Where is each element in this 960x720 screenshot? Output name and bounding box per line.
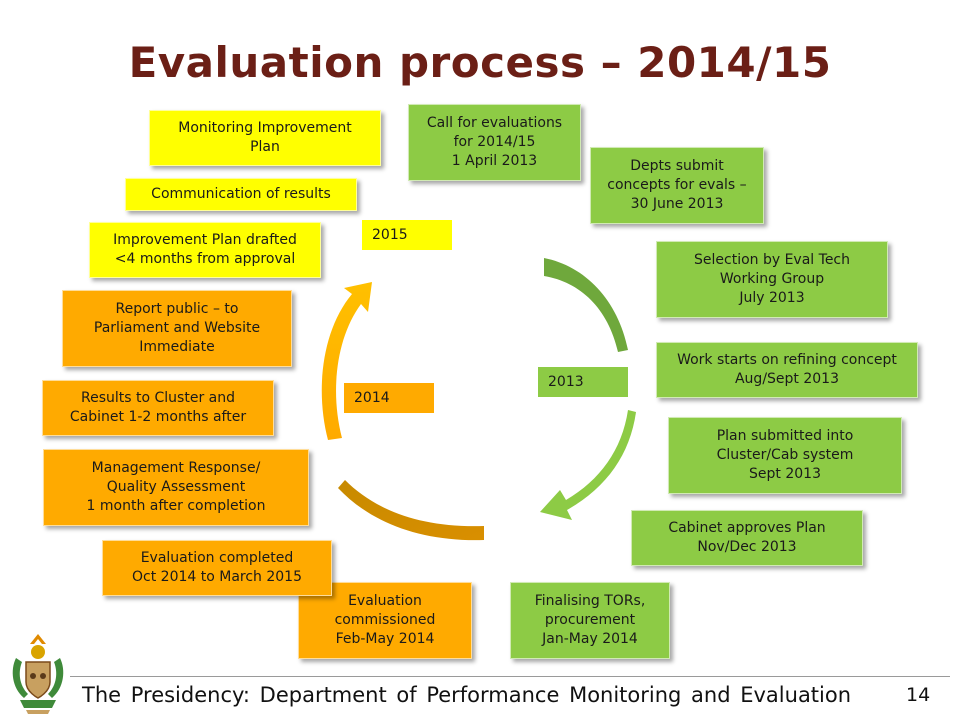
step-management-response: Management Response/ Quality Assessment … [43, 449, 309, 526]
step-evaluation-completed: Evaluation completed Oct 2014 to March 2… [102, 540, 332, 596]
step-evaluation-commissioned: Evaluation commissioned Feb-May 2014 [298, 582, 472, 659]
step-cabinet-approves: Cabinet approves Plan Nov/Dec 2013 [631, 510, 863, 566]
step-plan-submitted: Plan submitted into Cluster/Cab system S… [668, 417, 902, 494]
coat-of-arms-icon [12, 634, 64, 714]
step-call-for-evaluations: Call for evaluations for 2014/15 1 April… [408, 104, 581, 181]
arc-yellow-left [321, 282, 372, 440]
page-number: 14 [906, 684, 931, 706]
step-results-to-cluster: Results to Cluster and Cabinet 1-2 month… [42, 380, 274, 436]
page-title: Evaluation process – 2014/15 [128, 38, 832, 87]
step-finalising-tors: Finalising TORs, procurement Jan-May 201… [510, 582, 670, 659]
arc-green-top [544, 258, 628, 352]
year-label-2013: 2013 [538, 367, 628, 397]
step-depts-submit-concepts: Depts submit concepts for evals – 30 Jun… [590, 147, 764, 224]
step-communication-of-results: Communication of results [125, 178, 357, 211]
arc-orange-bottom [338, 480, 484, 541]
arc-green-bottom [540, 410, 636, 520]
step-report-public: Report public – to Parliament and Websit… [62, 290, 292, 367]
step-selection-eval-tech: Selection by Eval Tech Working Group Jul… [656, 241, 888, 318]
footer-divider [70, 676, 950, 677]
footer-text: The Presidency: Department of Performanc… [82, 683, 852, 707]
step-monitoring-improvement-plan: Monitoring Improvement Plan [149, 110, 381, 166]
year-label-2015: 2015 [362, 220, 452, 250]
step-improvement-plan-drafted: Improvement Plan drafted <4 months from … [89, 222, 321, 278]
step-work-starts-refining: Work starts on refining concept Aug/Sept… [656, 342, 918, 398]
year-label-2014: 2014 [344, 383, 434, 413]
